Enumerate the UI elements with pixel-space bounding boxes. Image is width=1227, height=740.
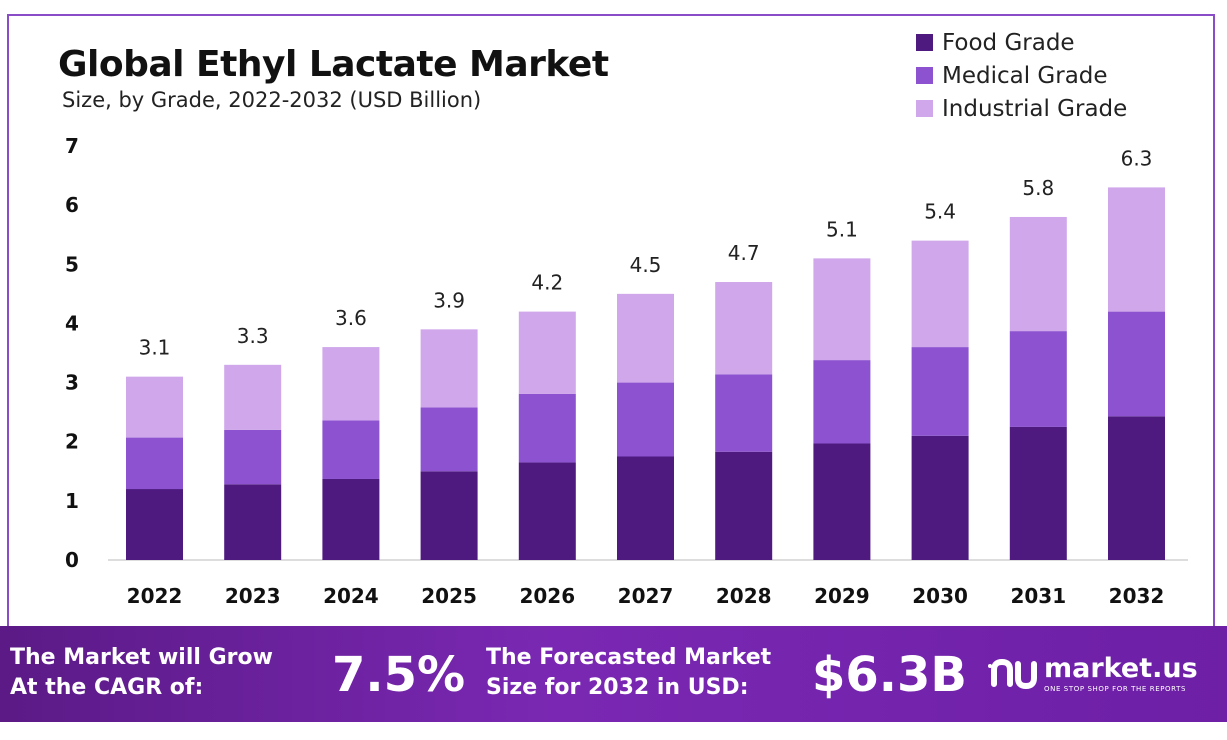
bar-2028-food-grade <box>715 451 773 560</box>
y-tick-label-0: 0 <box>65 548 79 572</box>
x-tick-label-2032: 2032 <box>1109 584 1165 608</box>
x-tick-label-2022: 2022 <box>127 584 183 608</box>
bar-2031-medical-grade <box>1009 331 1067 427</box>
bar-2022-food-grade <box>126 489 183 560</box>
bar-2023-food-grade <box>224 484 282 560</box>
forecast-label: The Forecasted Market Size for 2032 in U… <box>486 645 772 700</box>
bar-2032-medical-grade <box>1108 311 1165 417</box>
legend-item-food-grade: Food Grade <box>916 26 1127 59</box>
bar-2028-industrial-grade <box>715 282 773 375</box>
legend-item-industrial-grade: Industrial Grade <box>916 92 1127 125</box>
legend-label-medical-grade: Medical Grade <box>942 62 1108 89</box>
bar-2026-food-grade <box>518 462 576 560</box>
cagr-value: 7.5% <box>332 647 466 703</box>
bar-2024-industrial-grade <box>322 347 380 421</box>
legend-item-medical-grade: Medical Grade <box>916 59 1127 92</box>
bar-2031-food-grade <box>1009 426 1067 560</box>
y-tick-label-5: 5 <box>65 252 79 276</box>
brand-name: market.us <box>1044 653 1198 684</box>
market-us-logo-icon <box>988 658 1037 690</box>
bar-2026-industrial-grade <box>518 311 576 394</box>
x-tick-label-2023: 2023 <box>225 584 281 608</box>
total-label-2031: 5.8 <box>1022 176 1054 200</box>
x-tick-label-2026: 2026 <box>519 584 575 608</box>
bar-2029-food-grade <box>813 443 871 560</box>
x-tick-label-2024: 2024 <box>323 584 379 608</box>
bar-2031-industrial-grade <box>1009 216 1067 332</box>
legend-label-industrial-grade: Industrial Grade <box>942 95 1128 122</box>
bar-2029-industrial-grade <box>813 258 871 361</box>
bar-2030-medical-grade <box>911 347 969 436</box>
cagr-label: The Market will Grow At the CAGR of: <box>10 645 273 700</box>
total-label-2023: 3.3 <box>237 324 269 348</box>
total-label-2030: 5.4 <box>924 200 956 224</box>
total-label-2029: 5.1 <box>826 217 858 241</box>
forecast-value: $6.3B <box>812 647 968 703</box>
bar-2027-industrial-grade <box>617 293 674 383</box>
bar-2025-food-grade <box>420 471 478 560</box>
total-label-2025: 3.9 <box>433 288 465 312</box>
total-label-2028: 4.7 <box>728 241 760 265</box>
bar-2024-medical-grade <box>322 420 380 479</box>
bar-2028-medical-grade <box>715 374 773 452</box>
bar-2027-food-grade <box>617 456 674 560</box>
bar-2022-medical-grade <box>126 437 183 490</box>
bar-2024-food-grade <box>322 478 380 560</box>
bar-2032-food-grade <box>1108 416 1165 560</box>
x-tick-label-2031: 2031 <box>1010 584 1066 608</box>
y-tick-label-7: 7 <box>65 134 79 158</box>
total-label-2026: 4.2 <box>531 271 563 295</box>
legend-swatch-food-grade <box>916 34 933 51</box>
bar-2030-food-grade <box>911 435 969 560</box>
legend-swatch-industrial-grade <box>916 100 933 117</box>
total-label-2022: 3.1 <box>139 336 171 360</box>
total-label-2024: 3.6 <box>335 306 367 330</box>
x-tick-label-2028: 2028 <box>716 584 772 608</box>
chart-subtitle: Size, by Grade, 2022-2032 (USD Billion) <box>62 88 482 112</box>
summary-banner: The Market will Grow At the CAGR of: 7.5… <box>0 626 1227 722</box>
market-us-logo: market.us ONE STOP SHOP FOR THE REPORTS <box>988 654 1198 694</box>
y-tick-label-4: 4 <box>65 311 79 335</box>
bar-2029-medical-grade <box>813 360 871 444</box>
bar-2026-medical-grade <box>518 393 576 463</box>
legend-label-food-grade: Food Grade <box>942 29 1075 56</box>
brand-tagline: ONE STOP SHOP FOR THE REPORTS <box>1044 685 1187 693</box>
x-tick-label-2025: 2025 <box>421 584 477 608</box>
bar-2023-industrial-grade <box>224 364 282 430</box>
x-tick-label-2030: 2030 <box>912 584 968 608</box>
y-tick-label-2: 2 <box>65 430 79 454</box>
bar-2025-medical-grade <box>420 407 478 472</box>
total-label-2027: 4.5 <box>630 253 662 277</box>
stacked-bar-chart: 0 1 2 3 4 5 6 7 3.1 2022 3.3 2023 3.6 2024 3.9 2025 4.2 2… <box>65 134 1188 608</box>
bar-2022-industrial-grade <box>126 376 183 438</box>
legend: Food Grade Medical Grade Industrial Grad… <box>916 26 1127 125</box>
y-tick-label-6: 6 <box>65 193 79 217</box>
legend-swatch-medical-grade <box>916 67 933 84</box>
bar-2032-industrial-grade <box>1108 187 1165 312</box>
chart-title: Global Ethyl Lactate Market <box>58 44 609 85</box>
x-tick-label-2027: 2027 <box>618 584 674 608</box>
y-tick-label-3: 3 <box>65 371 79 395</box>
x-tick-label-2029: 2029 <box>814 584 870 608</box>
bar-2027-medical-grade <box>617 382 674 457</box>
bar-2025-industrial-grade <box>420 329 478 408</box>
y-tick-label-1: 1 <box>65 489 79 513</box>
total-label-2032: 6.3 <box>1121 146 1153 170</box>
chart-frame <box>7 14 1215 626</box>
bar-2030-industrial-grade <box>911 240 969 348</box>
bar-2023-medical-grade <box>224 429 282 485</box>
